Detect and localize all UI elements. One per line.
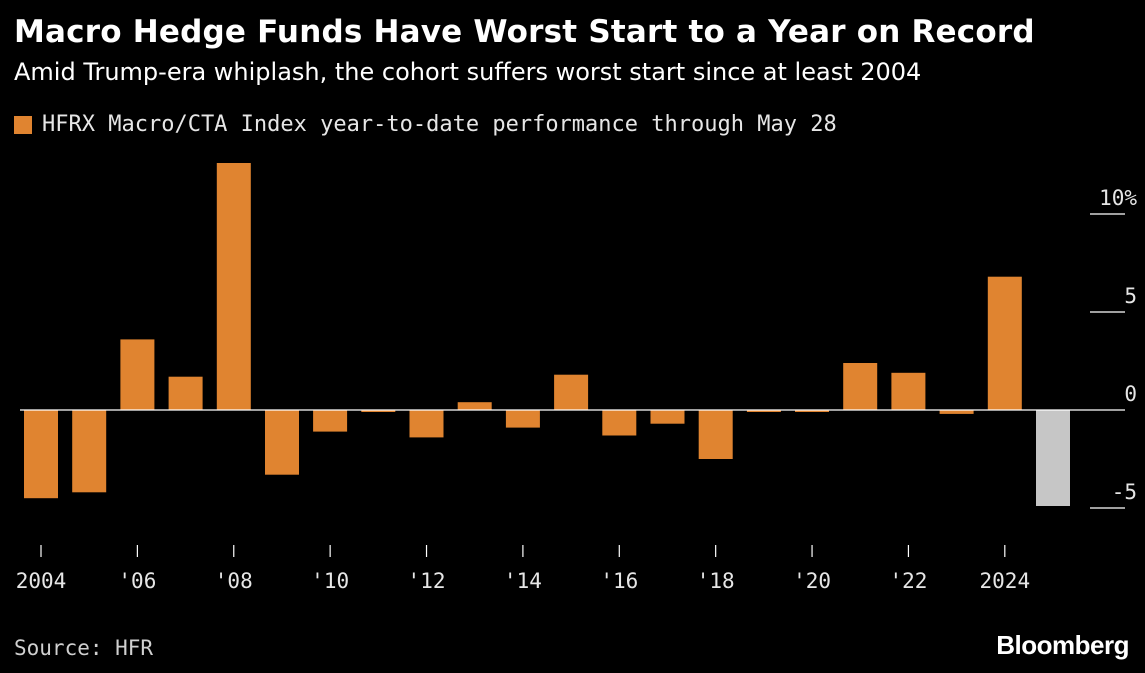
axis-group: 10% 5 0 -5 2004 '06 '08 '10 '12 '14 '16 '18 '20 '22 20… xyxy=(16,186,1138,593)
x-tick-label: '14 xyxy=(504,569,542,593)
bar-2018 xyxy=(698,410,733,459)
bar-2006 xyxy=(120,339,155,410)
x-tick-label: 2024 xyxy=(980,569,1031,593)
chart-title: Macro Hedge Funds Have Worst Start to a … xyxy=(14,14,1035,50)
bar-2014 xyxy=(505,410,540,428)
bar-2007 xyxy=(168,376,203,410)
legend-label: HFRX Macro/CTA Index year-to-date perfor… xyxy=(42,112,837,137)
bar-2025 xyxy=(1036,410,1070,506)
x-tick-label: '22 xyxy=(889,569,927,593)
legend: HFRX Macro/CTA Index year-to-date perfor… xyxy=(14,112,837,137)
bar-2005 xyxy=(72,410,107,493)
source-note: Source: HFR xyxy=(14,636,154,660)
y-tick-label: 0 xyxy=(1124,382,1137,406)
x-tick-label: '06 xyxy=(118,569,156,593)
bar-2010 xyxy=(313,410,348,432)
chart-subtitle: Amid Trump-era whiplash, the cohort suff… xyxy=(14,58,922,86)
bar-2023 xyxy=(939,410,974,414)
x-tick-label: '16 xyxy=(600,569,638,593)
y-tick-label: 10% xyxy=(1099,186,1137,210)
x-tick-label: 2004 xyxy=(16,569,67,593)
bar-2011 xyxy=(361,410,396,412)
bar-2020 xyxy=(795,410,829,412)
y-tick-label: 5 xyxy=(1124,284,1137,308)
bar-2024 xyxy=(987,276,1022,410)
x-tick-label: '18 xyxy=(697,569,735,593)
bar-2016 xyxy=(602,410,637,436)
y-tick-label: -5 xyxy=(1112,480,1137,504)
bar-2015 xyxy=(554,374,589,410)
bar-2013 xyxy=(457,402,492,410)
bar-2021 xyxy=(843,363,878,410)
x-tick-label: '10 xyxy=(311,569,349,593)
bars-group xyxy=(24,163,1070,506)
bar-2004 xyxy=(24,410,58,499)
bloomberg-logo: Bloomberg xyxy=(996,630,1129,660)
legend-swatch xyxy=(14,115,32,134)
x-tick-label: '08 xyxy=(215,569,253,593)
bar-2022 xyxy=(891,372,926,410)
bar-2017 xyxy=(650,410,685,424)
bar-2009 xyxy=(265,410,299,475)
bar-2008 xyxy=(216,163,251,410)
x-tick-label: '20 xyxy=(793,569,831,593)
x-tick-label: '12 xyxy=(408,569,446,593)
bar-2019 xyxy=(746,410,781,412)
bar-2012 xyxy=(409,410,444,438)
